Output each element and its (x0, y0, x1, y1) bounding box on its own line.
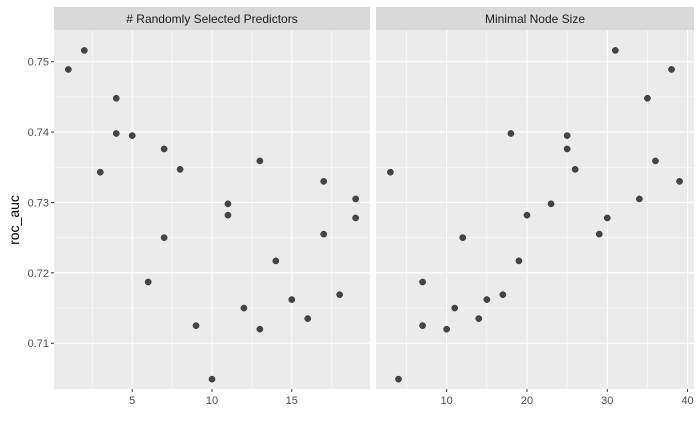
data-point (192, 322, 200, 329)
x-tick-label: 10 (206, 395, 218, 407)
data-point (208, 375, 216, 383)
data-point (483, 296, 491, 303)
data-point (336, 291, 343, 298)
data-point (240, 304, 248, 312)
data-point (272, 257, 280, 265)
data-point (160, 234, 168, 241)
facet-strip (54, 7, 370, 30)
data-point (320, 230, 328, 238)
data-point (603, 214, 611, 222)
y-tick-label: 0.75 (28, 57, 49, 69)
data-point (459, 234, 467, 241)
x-tick-label: 15 (286, 395, 298, 407)
data-point (224, 200, 232, 208)
y-tick-label: 0.74 (28, 127, 49, 139)
data-point (256, 325, 264, 333)
y-axis-title: roc_auc (6, 195, 22, 245)
y-tick-label: 0.71 (28, 338, 49, 350)
data-point (81, 47, 88, 54)
data-point (563, 145, 571, 153)
data-point (144, 278, 152, 286)
data-point (288, 296, 296, 303)
data-point (352, 214, 359, 222)
data-point (112, 94, 120, 102)
data-point (224, 211, 232, 219)
data-point (644, 94, 651, 102)
data-point (65, 66, 72, 73)
data-point (451, 304, 458, 312)
panel-background (376, 30, 694, 389)
facet-strip-title: Minimal Node Size (485, 12, 585, 26)
data-point (652, 157, 659, 165)
data-point (419, 322, 426, 329)
data-point (112, 130, 120, 137)
data-point (443, 325, 450, 333)
x-tick-label: 5 (129, 395, 135, 407)
x-tick-label: 20 (521, 395, 533, 407)
data-point (547, 200, 555, 208)
data-point (676, 178, 683, 185)
facet-strip (376, 7, 694, 30)
data-point (320, 178, 328, 185)
data-point (563, 132, 571, 139)
data-point (160, 145, 168, 153)
data-point (507, 130, 515, 137)
data-point (595, 230, 603, 238)
data-point (499, 291, 507, 298)
y-axis: 0.71 0.72 0.73 0.74 0.75 (28, 57, 54, 350)
facet-panel: Minimal Node Size 10 20 30 40 (376, 7, 694, 407)
data-point (128, 132, 136, 139)
data-point (304, 315, 312, 322)
data-point (475, 315, 483, 322)
data-point (352, 195, 359, 203)
facet-panel: # Randomly Selected Predictors 5 10 15 (54, 7, 370, 407)
data-point (612, 47, 619, 54)
facets-layer: # Randomly Selected Predictors 5 10 15 Minim… (54, 7, 694, 407)
y-tick-label: 0.72 (28, 268, 49, 280)
data-point (419, 278, 426, 286)
data-point (523, 211, 531, 219)
facet-strip-title: # Randomly Selected Predictors (126, 12, 297, 26)
data-point (395, 375, 402, 383)
x-tick-label: 30 (601, 395, 613, 407)
x-tick-label: 40 (681, 395, 693, 407)
data-point (571, 166, 579, 173)
x-tick-label: 10 (441, 395, 453, 407)
data-point (387, 168, 394, 176)
data-point (96, 168, 104, 176)
data-point (668, 66, 675, 73)
data-point (515, 257, 523, 265)
data-point (176, 166, 184, 173)
data-point (636, 195, 643, 203)
data-point (256, 157, 264, 165)
y-tick-label: 0.73 (28, 197, 49, 209)
